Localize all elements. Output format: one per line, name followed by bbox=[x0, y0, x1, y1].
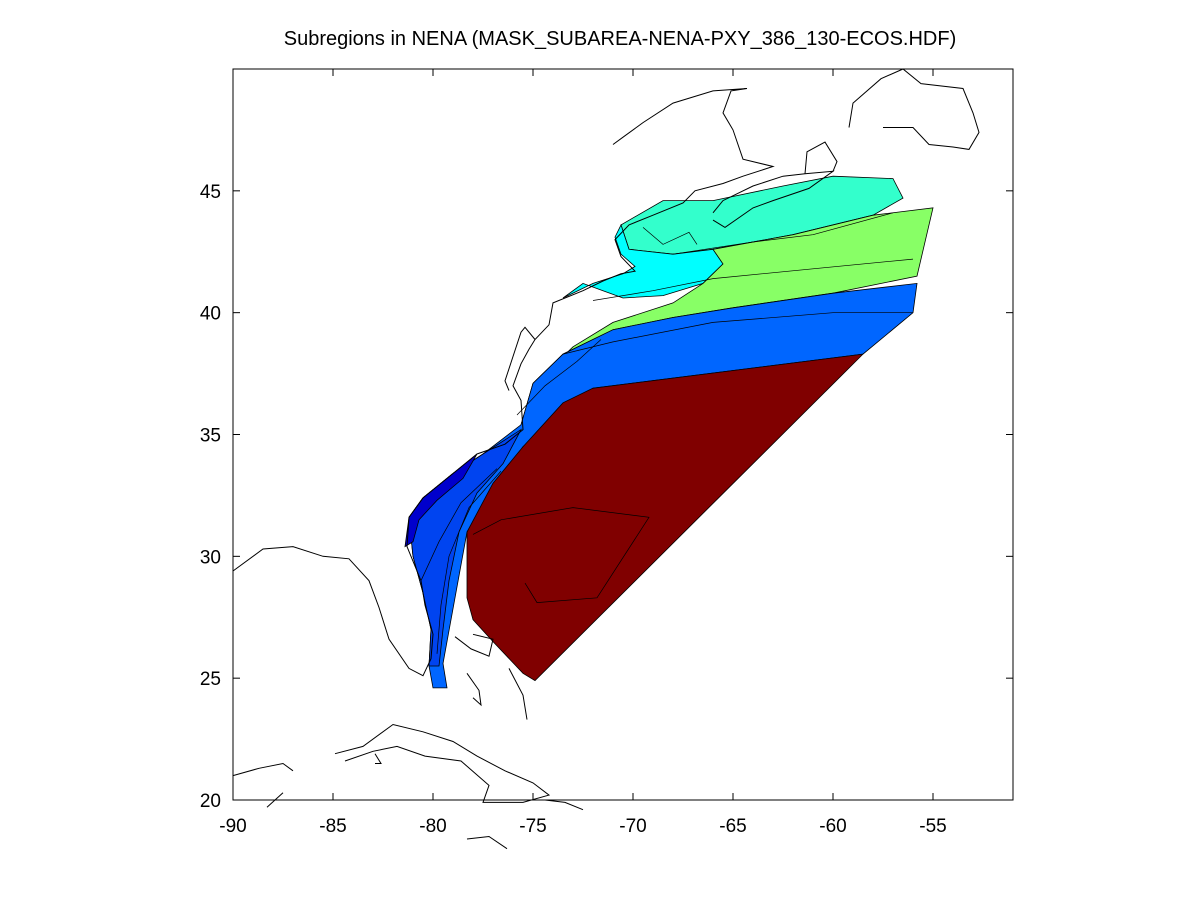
contour-line-2 bbox=[562, 312, 913, 355]
coastline-10 bbox=[374, 753, 382, 764]
contour-line-1 bbox=[472, 507, 650, 603]
coastline-3 bbox=[804, 141, 838, 174]
chart-title: Subregions in NENA (MASK_SUBAREA-NENA-PX… bbox=[283, 28, 957, 50]
x-tick-label: -90 bbox=[219, 816, 246, 837]
coastline-4 bbox=[848, 68, 980, 150]
x-axis: -90 -85 -80 -75 -70 -65 -60 -55 bbox=[219, 69, 947, 837]
coastline-5 bbox=[504, 326, 536, 391]
y-tick-label: 30 bbox=[200, 547, 221, 568]
coastline-7 bbox=[466, 673, 482, 707]
coastline-9 bbox=[334, 723, 551, 803]
contour-line-5 bbox=[420, 468, 498, 581]
coastline-11 bbox=[232, 762, 294, 777]
x-tick-label: -80 bbox=[419, 816, 446, 837]
subregion-7 bbox=[466, 353, 865, 682]
x-tick-label: -75 bbox=[519, 816, 546, 837]
x-tick-label: -70 bbox=[619, 816, 646, 837]
contour-line-8 bbox=[642, 227, 698, 245]
contour-line-4 bbox=[672, 212, 894, 255]
y-tick-label: 35 bbox=[200, 426, 221, 447]
y-tick-label: 45 bbox=[200, 182, 221, 203]
subregion-layer bbox=[404, 175, 934, 689]
coastline-6 bbox=[454, 633, 494, 657]
y-tick-label: 40 bbox=[200, 304, 221, 325]
y-axis: 20 25 30 35 40 45 bbox=[200, 182, 1013, 812]
subregion-2 bbox=[562, 223, 724, 299]
contour-line-3 bbox=[592, 258, 914, 301]
y-tick-label: 20 bbox=[200, 791, 221, 812]
x-tick-label: -60 bbox=[819, 816, 846, 837]
coastline-13 bbox=[466, 835, 508, 850]
contour-line-6 bbox=[436, 470, 502, 654]
contour-line-7 bbox=[516, 339, 602, 416]
coastline-8 bbox=[508, 668, 528, 720]
contour-layer bbox=[420, 212, 914, 654]
x-tick-label: -55 bbox=[919, 816, 946, 837]
x-tick-label: -65 bbox=[719, 816, 746, 837]
y-tick-label: 25 bbox=[200, 669, 221, 690]
coastline-14 bbox=[544, 799, 584, 811]
x-tick-label: -85 bbox=[319, 816, 346, 837]
